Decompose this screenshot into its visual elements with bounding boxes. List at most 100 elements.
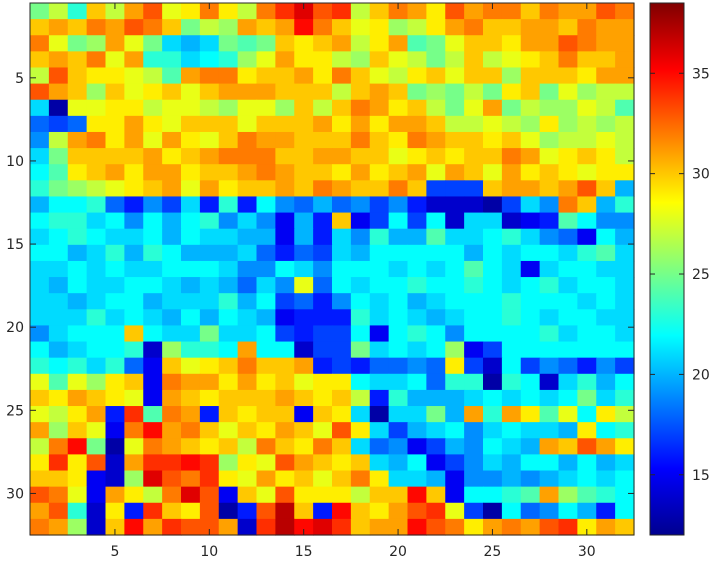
heatmap-cell <box>464 389 484 407</box>
heatmap-cell <box>350 309 371 327</box>
x-tick-label: 20 <box>389 544 407 560</box>
heatmap-cell <box>520 148 541 165</box>
heatmap-cell <box>105 3 125 20</box>
heatmap-cell <box>501 83 522 101</box>
heatmap-cell <box>539 3 560 20</box>
heatmap-cell <box>558 277 578 294</box>
heatmap-cell <box>615 373 635 391</box>
heatmap-cell <box>181 67 201 85</box>
heatmap-cell <box>143 518 163 536</box>
heatmap-cell <box>30 373 50 391</box>
heatmap-cell <box>313 35 333 52</box>
heatmap-cell <box>181 357 201 375</box>
heatmap-cell <box>558 341 578 359</box>
heatmap-cell <box>67 35 88 52</box>
heatmap-cell <box>407 293 427 310</box>
y-axis-ticks: 5 10 15 20 25 30 <box>6 71 634 502</box>
heatmap-cell <box>86 406 107 423</box>
heatmap-cell <box>501 148 522 165</box>
heatmap-cell <box>162 373 182 391</box>
heatmap-cell <box>615 454 635 472</box>
heatmap-cell <box>332 19 352 36</box>
heatmap-cell <box>388 357 409 375</box>
heatmap-cell <box>237 19 258 36</box>
heatmap-cell <box>426 502 446 520</box>
heatmap-cell <box>30 357 50 375</box>
heatmap-cell <box>483 373 503 391</box>
heatmap-cell <box>86 293 107 310</box>
heatmap-cell <box>86 373 107 391</box>
heatmap-cell <box>388 389 409 407</box>
heatmap-cell <box>237 228 258 246</box>
heatmap-cell <box>332 228 352 246</box>
heatmap-cell <box>237 260 258 278</box>
heatmap-cell <box>483 357 503 375</box>
heatmap-cell <box>426 341 446 359</box>
heatmap-cell <box>615 67 635 85</box>
heatmap-cell <box>162 325 182 343</box>
heatmap-cell <box>426 51 446 69</box>
heatmap-cell <box>596 454 616 472</box>
heatmap-cell <box>143 260 163 278</box>
heatmap-cell <box>143 131 163 149</box>
heatmap-cell <box>275 293 295 310</box>
heatmap-cell <box>124 293 144 310</box>
heatmap-cell <box>520 51 541 69</box>
heatmap-cell <box>67 244 88 262</box>
heatmap-cell <box>520 244 541 262</box>
heatmap-cell <box>596 51 616 69</box>
heatmap-cell <box>332 341 352 359</box>
y-tick-label: 10 <box>6 154 24 170</box>
heatmap-cell <box>483 3 503 20</box>
heatmap-cell <box>558 51 578 69</box>
heatmap-cell <box>426 357 446 375</box>
heatmap-cell <box>275 454 295 472</box>
heatmap-cell <box>577 277 597 294</box>
heatmap-cell <box>162 180 182 198</box>
heatmap-cell <box>86 357 107 375</box>
heatmap-cell <box>48 83 69 101</box>
heatmap-cell <box>520 164 541 181</box>
heatmap-cell <box>162 196 182 214</box>
heatmap-cell <box>426 470 446 488</box>
heatmap-cell <box>369 244 390 262</box>
heatmap-cell <box>256 357 276 375</box>
heatmap-cell <box>143 389 163 407</box>
heatmap-cell <box>388 260 409 278</box>
heatmap-cell <box>445 115 465 133</box>
heatmap-cell <box>332 99 352 117</box>
heatmap-cell <box>124 357 144 375</box>
heatmap-cell <box>558 99 578 117</box>
heatmap-cell <box>445 244 465 262</box>
heatmap-cell <box>332 148 352 165</box>
heatmap-cell <box>483 389 503 407</box>
heatmap-cell <box>218 438 239 455</box>
heatmap-cell <box>369 83 390 101</box>
heatmap-cell <box>162 35 182 52</box>
heatmap-cell <box>577 19 597 36</box>
heatmap-cell <box>520 293 541 310</box>
heatmap-cell <box>445 131 465 149</box>
heatmap-cell <box>294 228 314 246</box>
heatmap-cell <box>407 99 427 117</box>
heatmap-cell <box>313 83 333 101</box>
heatmap-cell <box>483 35 503 52</box>
heatmap-cell <box>445 357 465 375</box>
heatmap-cell <box>124 389 144 407</box>
heatmap-cell <box>332 389 352 407</box>
heatmap-cell <box>237 373 258 391</box>
heatmap-cell <box>539 244 560 262</box>
heatmap-cell <box>218 341 239 359</box>
colorbar-tick-label: 30 <box>692 167 710 183</box>
heatmap-cell <box>218 19 239 36</box>
heatmap-cell <box>48 131 69 149</box>
heatmap-cell <box>332 115 352 133</box>
heatmap-cell <box>199 406 220 423</box>
heatmap-cell <box>313 486 333 504</box>
heatmap-cell <box>237 180 258 198</box>
heatmap-cell <box>388 67 409 85</box>
heatmap-cell <box>48 422 69 439</box>
heatmap-cell <box>181 470 201 488</box>
heatmap-cell <box>143 486 163 504</box>
heatmap-cell <box>501 51 522 69</box>
